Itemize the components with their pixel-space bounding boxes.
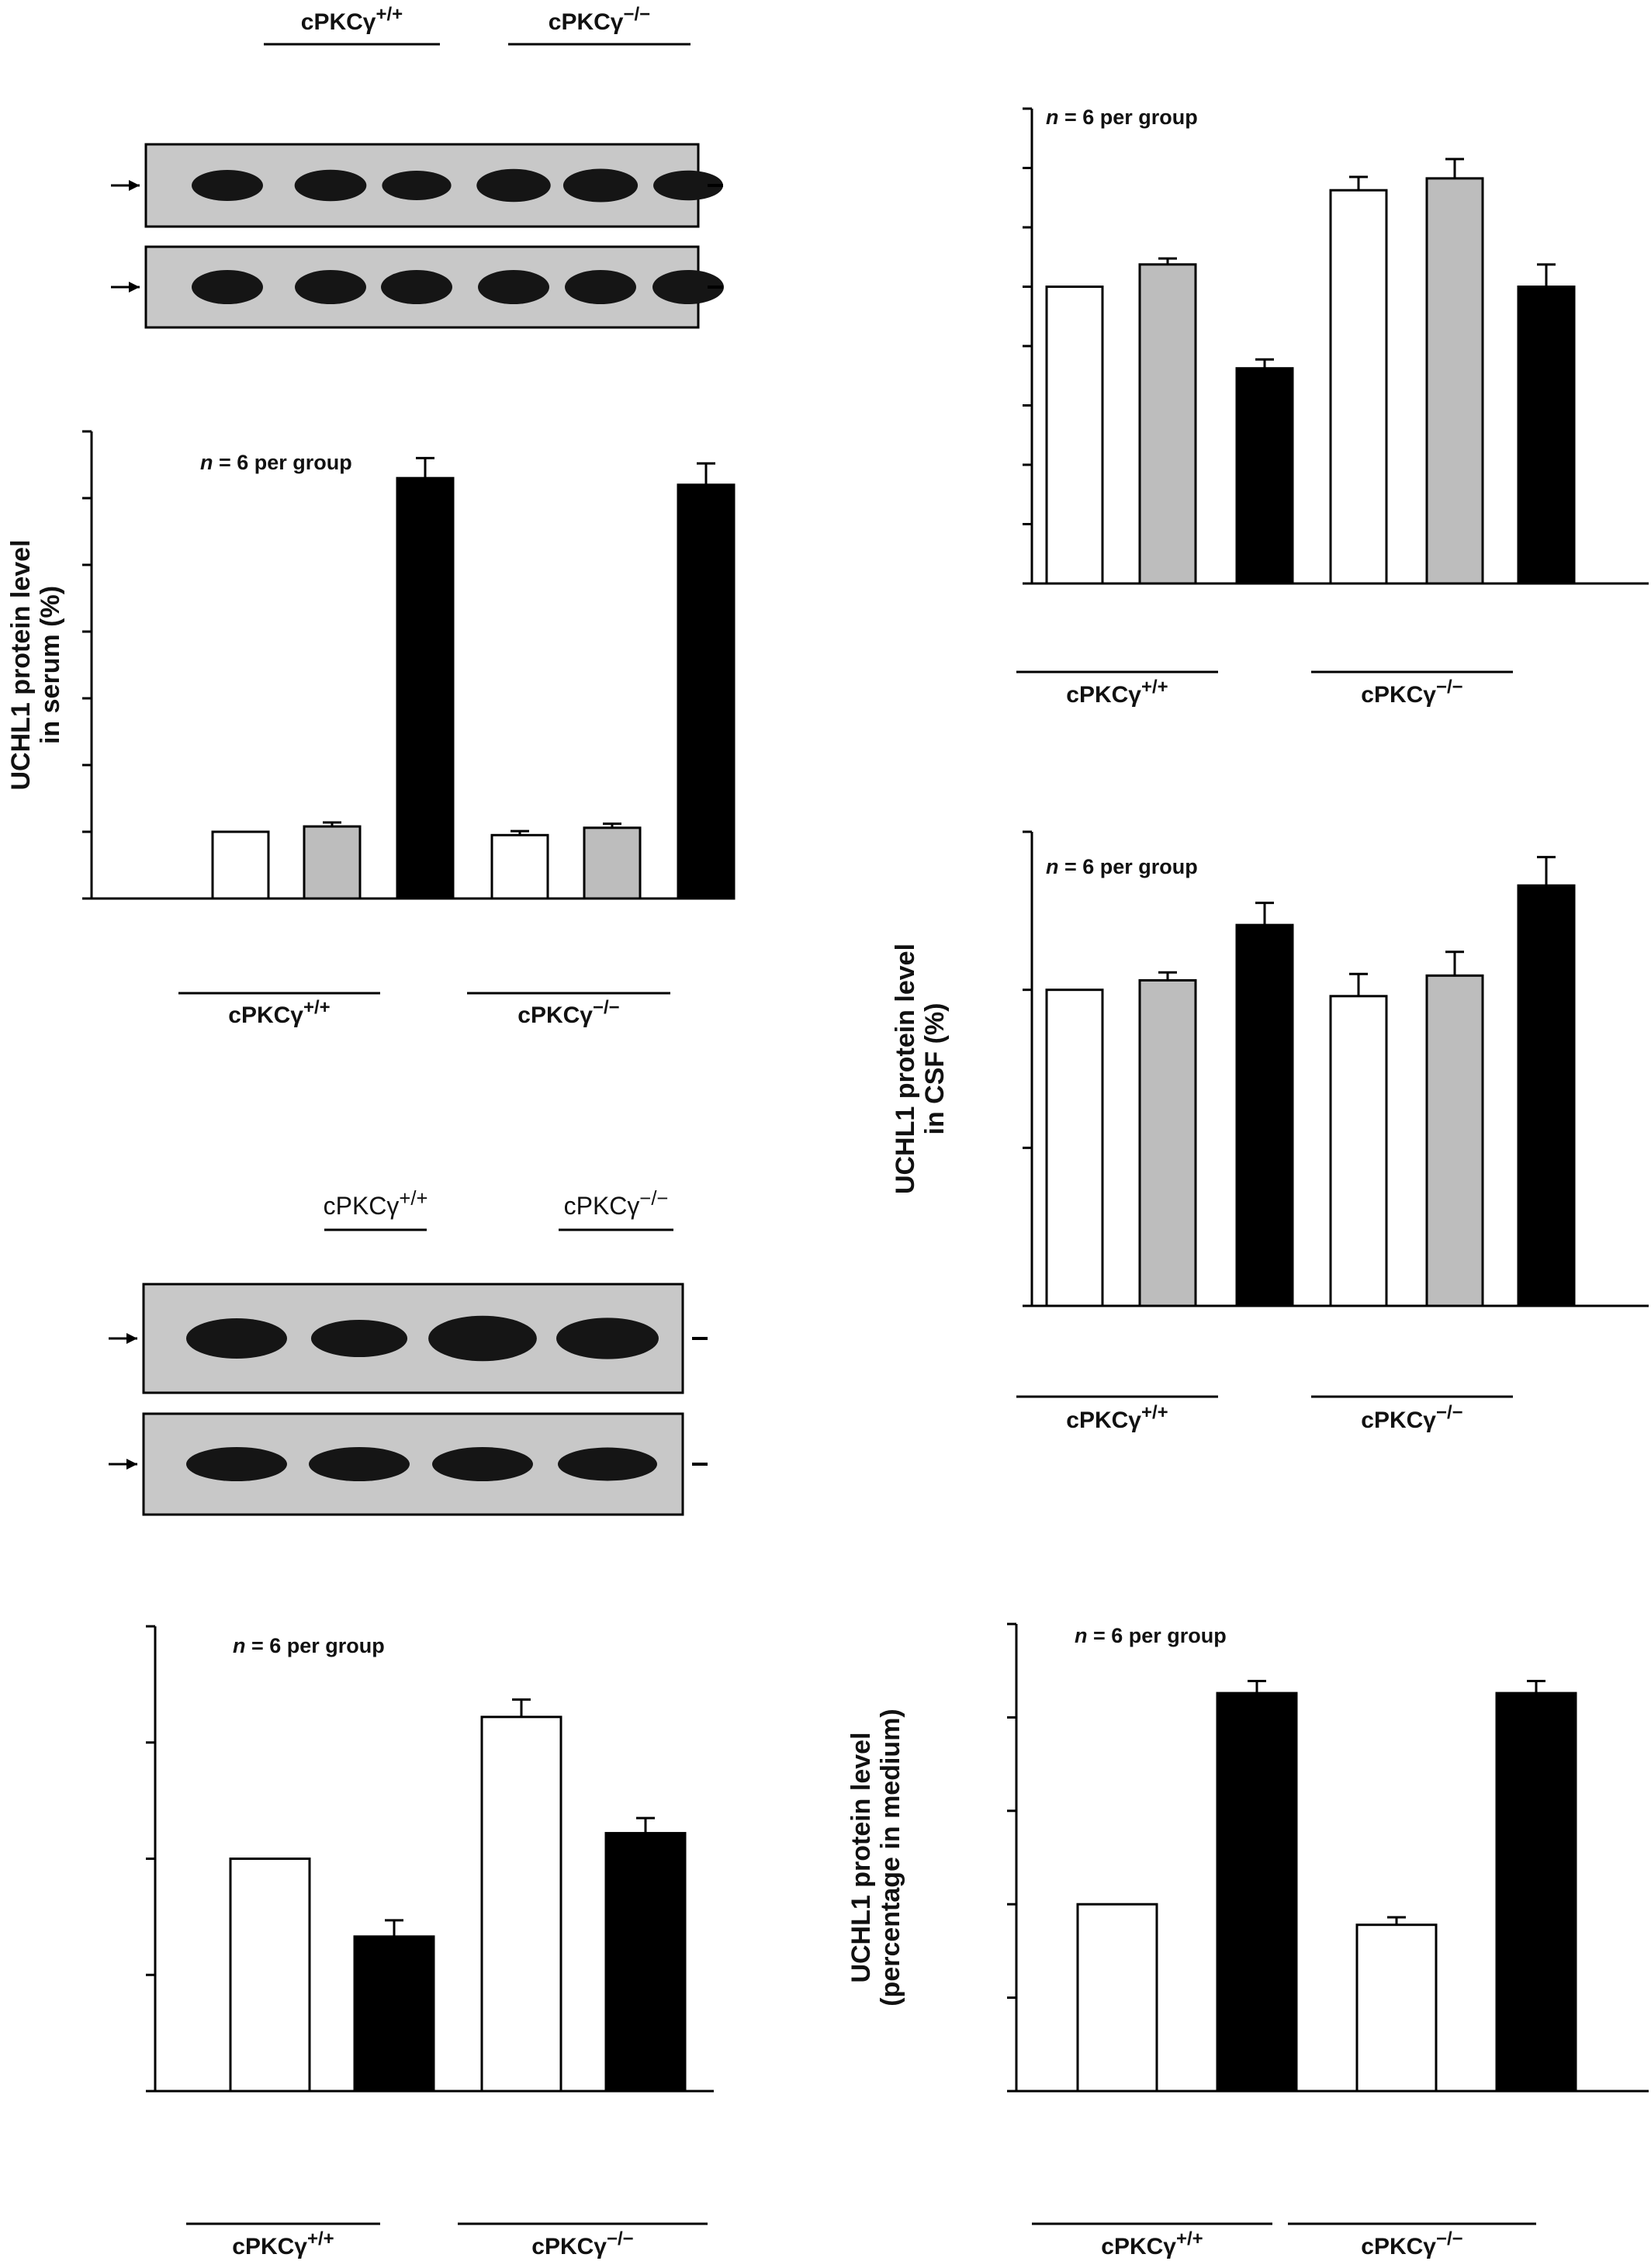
y-axis-label: UCHL1 protein level(percentage in medium… (846, 1709, 905, 2007)
chart-panel-D: UCHL1 protein levelin CSF (%) n = 6 per g… (891, 830, 1649, 1433)
blot-group-label: cPKCγ+/+ (301, 4, 403, 35)
bar (1045, 286, 1104, 585)
blot-band (382, 171, 452, 200)
blot-band (652, 270, 724, 304)
bar (396, 476, 455, 900)
sample-size-note: n = 6 per group (1075, 1624, 1227, 1647)
blot-band (381, 270, 452, 304)
blot-band (476, 168, 551, 203)
bar (353, 1935, 435, 2093)
bar (677, 483, 736, 900)
bar (1517, 884, 1576, 1307)
blot-band (192, 170, 263, 201)
bar (303, 825, 362, 900)
sample-size-note: n = 6 per group (200, 451, 352, 474)
bar (1517, 286, 1576, 585)
sample-size-note: n = 6 per group (233, 1634, 385, 1657)
chart-panel-G: UCHL1 protein level(percentage in medium… (846, 1622, 1649, 2259)
sample-size-note: n = 6 per group (1046, 106, 1198, 129)
group-label: cPKCγ−/− (1361, 1402, 1462, 1433)
group-label: cPKCγ−/− (1361, 2228, 1462, 2259)
bar (1495, 1691, 1577, 2093)
bar (583, 826, 642, 900)
blot-band (556, 1318, 659, 1359)
group-label: cPKCγ+/+ (1066, 1402, 1168, 1433)
blot-group-label: cPKCγ+/+ (324, 1188, 428, 1220)
bar (1045, 989, 1104, 1307)
group-label: cPKCγ+/+ (1101, 2228, 1203, 2259)
group-label: cPKCγ−/− (517, 997, 619, 1028)
bar (1329, 189, 1388, 585)
chart-panel-B: n = 6 per group cPKCγ+/+ cPKCγ−/− (1016, 106, 1649, 708)
bar (1425, 974, 1484, 1307)
blot-band (186, 1318, 287, 1359)
blot-panel-E: cPKCγ+/+ cPKCγ−/− (109, 1188, 708, 1516)
bar (1216, 1691, 1298, 2093)
blot-band (562, 168, 639, 203)
group-label: cPKCγ+/+ (228, 997, 330, 1028)
blot-band (557, 1447, 658, 1481)
blot-band (432, 1447, 533, 1481)
blot-group-label: cPKCγ−/− (564, 1188, 669, 1220)
y-axis-label: UCHL1 protein levelin CSF (%) (891, 944, 950, 1194)
blot-band (192, 270, 263, 304)
blot-band (653, 170, 723, 201)
chart-panel-C: UCHL1 protein levelin serum (%) n = 6 per… (6, 430, 736, 1028)
y-axis-label: UCHL1 protein levelin serum (%) (6, 539, 65, 790)
blot-band (294, 169, 367, 202)
group-label: cPKCγ+/+ (1066, 677, 1168, 708)
bar (490, 833, 549, 900)
arrow-head-icon (126, 1459, 137, 1470)
arrow-head-icon (129, 282, 140, 293)
bar (604, 1832, 687, 2093)
blot-band (428, 1315, 537, 1362)
group-label: cPKCγ−/− (1361, 677, 1462, 708)
blot-band (295, 270, 366, 304)
group-label: cPKCγ+/+ (232, 2228, 334, 2259)
bar (1355, 1923, 1438, 2093)
blot-panel-A: cPKCγ+/+ cPKCγ−/− (111, 4, 724, 329)
bar (1329, 995, 1388, 1307)
blot-band (478, 270, 549, 304)
bar (1138, 263, 1197, 585)
bar (1235, 367, 1294, 585)
blot-group-label: cPKCγ−/− (549, 4, 650, 35)
chart-panel-F: n = 6 per group cPKCγ+/+ cPKCγ−/− (146, 1625, 714, 2259)
blot-band (186, 1447, 287, 1481)
bar (1076, 1903, 1158, 2093)
blot-band (309, 1447, 410, 1481)
bar (1138, 978, 1197, 1307)
bar (1425, 177, 1484, 585)
sample-size-note: n = 6 per group (1046, 855, 1198, 878)
bar (211, 830, 270, 900)
blot-band (310, 1319, 408, 1358)
arrow-head-icon (129, 180, 140, 191)
group-label: cPKCγ−/− (531, 2228, 633, 2259)
bar (480, 1716, 562, 2093)
blot-band (565, 270, 636, 304)
western-blots: cPKCγ+/+ cPKCγ−/− cPKCγ+/+ cPKCγ−/− (109, 4, 724, 1516)
bar (229, 1858, 311, 2093)
arrow-head-icon (126, 1333, 137, 1344)
bar (1235, 923, 1294, 1307)
